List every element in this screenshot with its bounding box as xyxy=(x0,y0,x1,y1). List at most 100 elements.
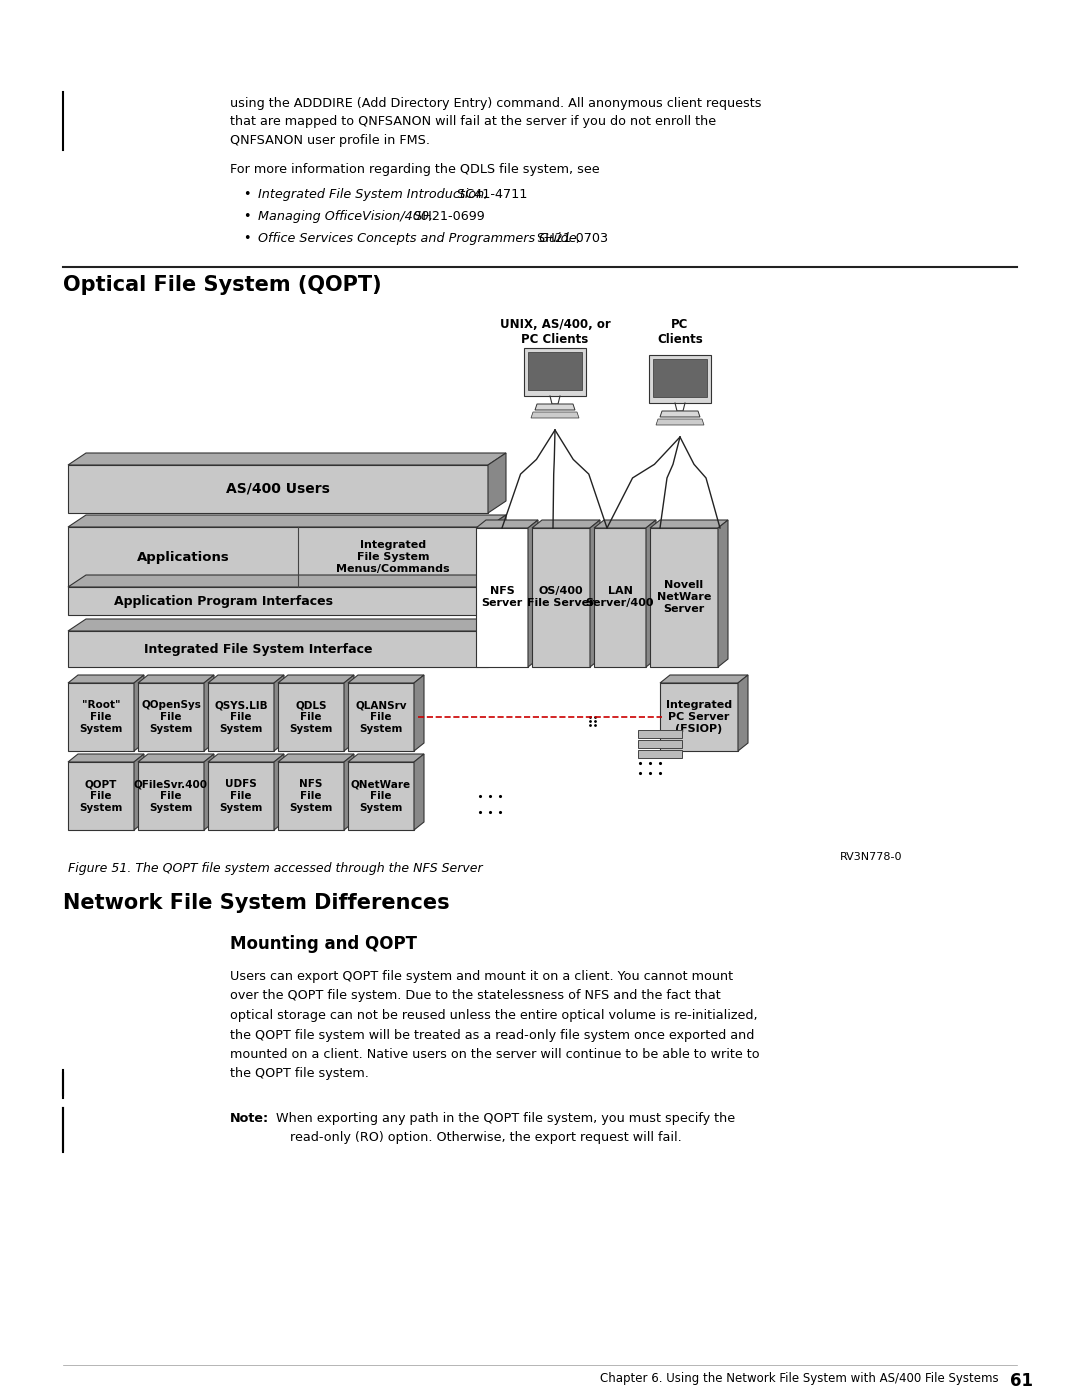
Text: over the QOPT file system. Due to the statelessness of NFS and the fact that: over the QOPT file system. Due to the st… xyxy=(230,989,720,1003)
Polygon shape xyxy=(528,520,538,666)
Polygon shape xyxy=(278,754,354,761)
Polygon shape xyxy=(488,515,507,587)
Text: QSYS.LIB
File
System: QSYS.LIB File System xyxy=(214,700,268,733)
Polygon shape xyxy=(594,520,656,528)
Polygon shape xyxy=(68,527,488,587)
Polygon shape xyxy=(660,411,700,416)
Polygon shape xyxy=(138,754,214,761)
Text: NFS
Server: NFS Server xyxy=(482,587,523,608)
Polygon shape xyxy=(476,528,528,666)
Polygon shape xyxy=(348,675,424,683)
Text: Network File System Differences: Network File System Differences xyxy=(63,893,449,914)
Polygon shape xyxy=(345,675,354,752)
Polygon shape xyxy=(345,754,354,830)
Text: Applications: Applications xyxy=(137,550,229,563)
Text: QOPT
File
System: QOPT File System xyxy=(79,780,123,813)
Text: SH21-0699: SH21-0699 xyxy=(410,210,485,224)
Polygon shape xyxy=(656,419,704,425)
Text: Managing OfficeVision/400,: Managing OfficeVision/400, xyxy=(258,210,433,224)
Polygon shape xyxy=(208,754,284,761)
Polygon shape xyxy=(524,348,586,395)
Polygon shape xyxy=(208,761,274,830)
Polygon shape xyxy=(488,453,507,513)
Text: •: • xyxy=(243,210,251,224)
Text: QLANSrv
File
System: QLANSrv File System xyxy=(355,700,407,733)
Polygon shape xyxy=(68,619,507,631)
Polygon shape xyxy=(68,631,488,666)
Polygon shape xyxy=(476,520,538,528)
Text: Office Services Concepts and Programmers Guide,: Office Services Concepts and Programmers… xyxy=(258,232,581,244)
Text: the QOPT file system will be treated as a read-only file system once exported an: the QOPT file system will be treated as … xyxy=(230,1028,754,1042)
Text: SC41-4711: SC41-4711 xyxy=(453,189,527,201)
Polygon shape xyxy=(278,675,354,683)
Polygon shape xyxy=(204,754,214,830)
Text: read-only (RO) option. Otherwise, the export request will fail.: read-only (RO) option. Otherwise, the ex… xyxy=(291,1132,681,1144)
Text: LAN
Server/400: LAN Server/400 xyxy=(585,587,654,608)
Text: mounted on a client. Native users on the server will continue to be able to writ: mounted on a client. Native users on the… xyxy=(230,1048,759,1060)
Text: 61: 61 xyxy=(1010,1372,1032,1390)
Text: QFileSvr.400
File
System: QFileSvr.400 File System xyxy=(134,780,208,813)
Text: OS/400
File Server: OS/400 File Server xyxy=(527,587,595,608)
Polygon shape xyxy=(660,675,748,683)
Polygon shape xyxy=(528,352,582,390)
Text: Figure 51. The QOPT file system accessed through the NFS Server: Figure 51. The QOPT file system accessed… xyxy=(68,862,483,875)
Polygon shape xyxy=(649,355,711,402)
Polygon shape xyxy=(204,675,214,752)
Polygon shape xyxy=(660,683,738,752)
Text: Mounting and QOPT: Mounting and QOPT xyxy=(230,935,417,953)
Text: •: • xyxy=(243,232,251,244)
Polygon shape xyxy=(414,754,424,830)
Text: •: • xyxy=(243,189,251,201)
Polygon shape xyxy=(594,528,646,666)
Polygon shape xyxy=(68,453,507,465)
Polygon shape xyxy=(653,359,707,397)
Text: QDLS
File
System: QDLS File System xyxy=(289,700,333,733)
Text: Chapter 6. Using the Network File System with AS/400 File Systems: Chapter 6. Using the Network File System… xyxy=(600,1372,999,1384)
Text: Application Program Interfaces: Application Program Interfaces xyxy=(113,595,333,608)
Text: Integrated File System Interface: Integrated File System Interface xyxy=(144,643,373,655)
Polygon shape xyxy=(68,761,134,830)
Polygon shape xyxy=(134,675,144,752)
Text: UNIX, AS/400, or
PC Clients: UNIX, AS/400, or PC Clients xyxy=(500,319,610,346)
Text: the QOPT file system.: the QOPT file system. xyxy=(230,1067,369,1080)
Text: that are mapped to QNFSANON will fail at the server if you do not enroll the: that are mapped to QNFSANON will fail at… xyxy=(230,116,716,129)
Polygon shape xyxy=(532,528,590,666)
Text: Optical File System (QOPT): Optical File System (QOPT) xyxy=(63,275,381,295)
Polygon shape xyxy=(646,520,656,666)
Polygon shape xyxy=(348,761,414,830)
Polygon shape xyxy=(274,754,284,830)
Polygon shape xyxy=(488,619,507,666)
Polygon shape xyxy=(134,754,144,830)
Text: UDFS
File
System: UDFS File System xyxy=(219,780,262,813)
Polygon shape xyxy=(638,750,681,759)
Polygon shape xyxy=(208,675,284,683)
Text: optical storage can not be reused unless the entire optical volume is re-initial: optical storage can not be reused unless… xyxy=(230,1009,758,1023)
Text: QOpenSys
File
System: QOpenSys File System xyxy=(141,700,201,733)
Polygon shape xyxy=(638,740,681,747)
Polygon shape xyxy=(535,404,575,409)
Polygon shape xyxy=(138,683,204,752)
Polygon shape xyxy=(488,576,507,615)
Polygon shape xyxy=(590,520,600,666)
Text: Integrated
PC Server
(FSIOP): Integrated PC Server (FSIOP) xyxy=(666,700,732,733)
Text: NFS
File
System: NFS File System xyxy=(289,780,333,813)
Text: Note:: Note: xyxy=(230,1112,269,1125)
Text: "Root"
File
System: "Root" File System xyxy=(79,700,123,733)
Polygon shape xyxy=(348,683,414,752)
Text: Integrated File System Introduction,: Integrated File System Introduction, xyxy=(258,189,488,201)
Polygon shape xyxy=(650,520,728,528)
Polygon shape xyxy=(68,754,144,761)
Polygon shape xyxy=(68,576,507,587)
Polygon shape xyxy=(738,675,748,752)
Polygon shape xyxy=(414,675,424,752)
Polygon shape xyxy=(718,520,728,666)
Text: Novell
NetWare
Server: Novell NetWare Server xyxy=(657,580,712,613)
Polygon shape xyxy=(650,528,718,666)
Text: SH21-0703: SH21-0703 xyxy=(534,232,608,244)
Polygon shape xyxy=(68,683,134,752)
Polygon shape xyxy=(638,731,681,738)
Text: Integrated
File System
Menus/Commands: Integrated File System Menus/Commands xyxy=(336,541,449,574)
Polygon shape xyxy=(208,683,274,752)
Polygon shape xyxy=(278,761,345,830)
Polygon shape xyxy=(138,675,214,683)
